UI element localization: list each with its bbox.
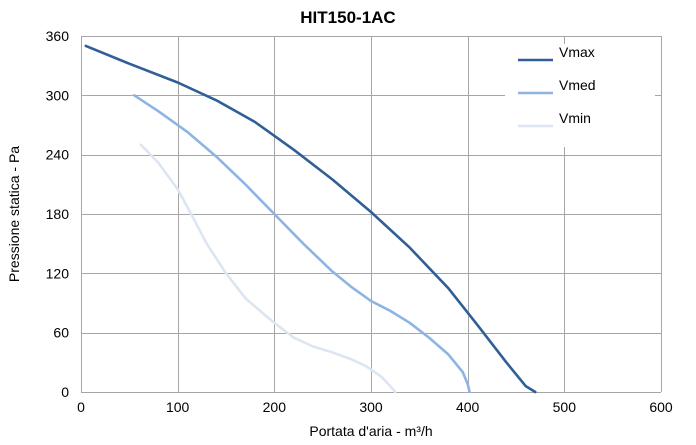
y-tick-label: 240 xyxy=(46,147,70,163)
legend-label-vmin: Vmin xyxy=(559,110,591,126)
series-line-vmin xyxy=(139,143,397,394)
legend-label-vmed: Vmed xyxy=(559,77,596,93)
y-tick-label: 300 xyxy=(46,87,70,103)
x-tick-label: 600 xyxy=(649,399,673,415)
series-lines xyxy=(84,44,537,394)
y-tick-label: 0 xyxy=(61,384,69,400)
y-tick-label: 120 xyxy=(46,265,70,281)
y-tick-label: 60 xyxy=(53,325,69,341)
grid xyxy=(81,36,662,393)
series-line-vmed xyxy=(132,94,471,394)
x-axis-label: Portata d'aria - m³/h xyxy=(309,423,433,439)
x-tick-label: 0 xyxy=(77,399,85,415)
x-tick-label: 400 xyxy=(456,399,480,415)
chart-title: HIT150-1AC xyxy=(300,8,396,27)
x-tick-label: 500 xyxy=(553,399,577,415)
y-tick-label: 360 xyxy=(46,28,70,44)
legend-label-vmax: Vmax xyxy=(559,44,595,60)
x-tick-label: 300 xyxy=(359,399,383,415)
x-tick-label: 200 xyxy=(263,399,287,415)
tick-labels: 0 100 200 300 400 500 600 0 60 120 180 240 300 360 xyxy=(46,28,673,415)
x-tick-label: 100 xyxy=(166,399,190,415)
series-line-vmax xyxy=(84,44,537,394)
y-tick-label: 180 xyxy=(46,206,70,222)
legend: Vmax Vmed Vmin xyxy=(505,44,655,147)
